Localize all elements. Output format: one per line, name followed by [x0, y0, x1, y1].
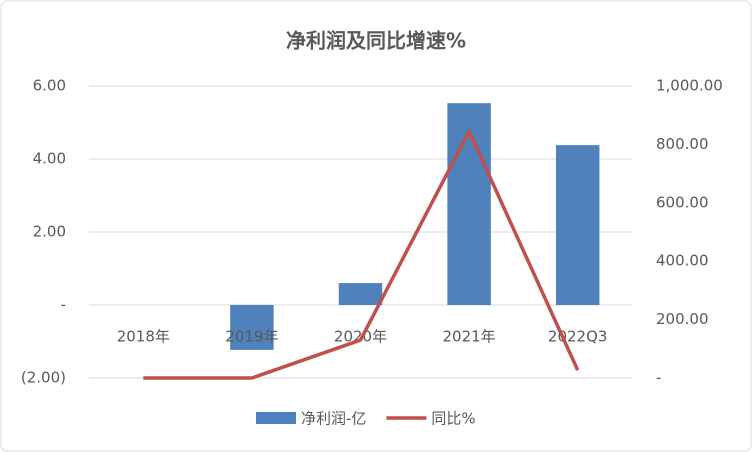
y-tick-label: 2.00	[33, 223, 66, 241]
y2-tick-label: 200.00	[656, 310, 709, 328]
x-tick-label: 2021年	[443, 328, 496, 346]
y2-tick-label: 400.00	[656, 252, 709, 270]
legend-swatch	[256, 412, 296, 424]
y-tick-label: 4.00	[33, 150, 66, 168]
y-tick-label: -	[61, 296, 66, 314]
y-tick-label: 6.00	[33, 77, 66, 95]
line	[143, 129, 580, 380]
legend-label: 净利润-亿	[301, 410, 366, 428]
x-tick-label: 2019年	[225, 328, 278, 346]
bar	[230, 305, 274, 350]
y2-tick-label: 1,000.00	[656, 77, 723, 95]
x-tick-label: 2018年	[117, 328, 170, 346]
bar	[555, 145, 600, 305]
legend-label: 同比%	[431, 410, 475, 428]
y2-tick-label: 600.00	[656, 193, 709, 211]
chart-title: 净利润及同比增速%	[286, 29, 466, 53]
y2-tick-label: 800.00	[656, 135, 709, 153]
bar	[338, 283, 383, 305]
y2-tick-label: -	[656, 369, 661, 387]
x-tick-label: 2022Q3	[548, 328, 608, 346]
bar	[447, 103, 491, 305]
y-tick-label: (2.00)	[21, 369, 66, 387]
